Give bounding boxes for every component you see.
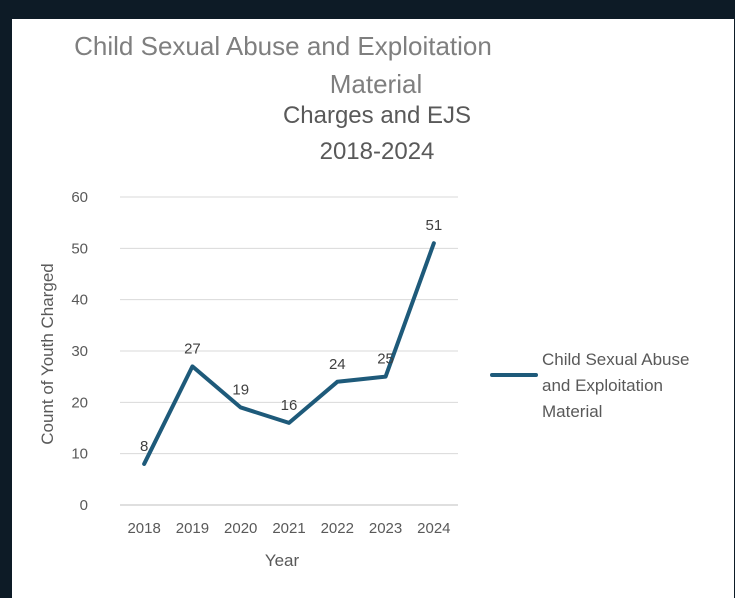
x-tick-label: 2020 (224, 520, 257, 537)
chart-panel: Child Sexual Abuse and Exploitation Mate… (12, 19, 734, 598)
line-chart: Child Sexual Abuse and Exploitation Mate… (38, 31, 694, 570)
x-axis-title: Year (265, 551, 300, 570)
legend: Child Sexual Abuse and Exploitation Mate… (490, 350, 694, 421)
x-tick-label: 2022 (321, 520, 354, 537)
data-label: 51 (426, 217, 443, 234)
y-axis-title: Count of Youth Charged (38, 263, 57, 444)
chart-subtitle-line-2: 2018-2024 (320, 138, 435, 165)
y-tick-label: 10 (71, 446, 88, 463)
data-label: 25 (377, 351, 394, 368)
data-label: 24 (329, 356, 346, 373)
y-tick-label: 40 (71, 292, 88, 309)
x-tick-label: 2024 (417, 520, 450, 537)
y-tick-label: 20 (71, 394, 88, 411)
series-line (142, 241, 436, 466)
data-label: 27 (184, 340, 201, 357)
y-tick-label: 60 (71, 189, 88, 206)
y-axis-ticks: 0 10 20 30 40 50 60 (71, 189, 88, 514)
chart-subtitle-line-1: Charges and EJS (283, 102, 471, 129)
x-tick-label: 2019 (176, 520, 209, 537)
chart-title-line-2: Material (330, 69, 422, 99)
chart-title-line-1: Child Sexual Abuse and Exploitation (74, 31, 492, 61)
x-tick-label: 2023 (369, 520, 402, 537)
data-label: 8 (140, 438, 148, 455)
y-tick-label: 30 (71, 343, 88, 360)
series-layer (142, 241, 436, 466)
data-label: 19 (232, 381, 249, 398)
data-labels: 8 27 19 16 24 25 51 (140, 217, 442, 455)
gridlines (120, 196, 458, 506)
x-tick-label: 2021 (272, 520, 305, 537)
legend-label: Child Sexual Abuse and Exploitation Mate… (542, 350, 694, 421)
x-axis-ticks: 2018 2019 2020 2021 2022 2023 2024 (127, 520, 450, 537)
y-tick-label: 50 (71, 240, 88, 257)
x-tick-label: 2018 (127, 520, 160, 537)
data-label: 16 (281, 397, 298, 414)
y-tick-label: 0 (80, 497, 88, 514)
